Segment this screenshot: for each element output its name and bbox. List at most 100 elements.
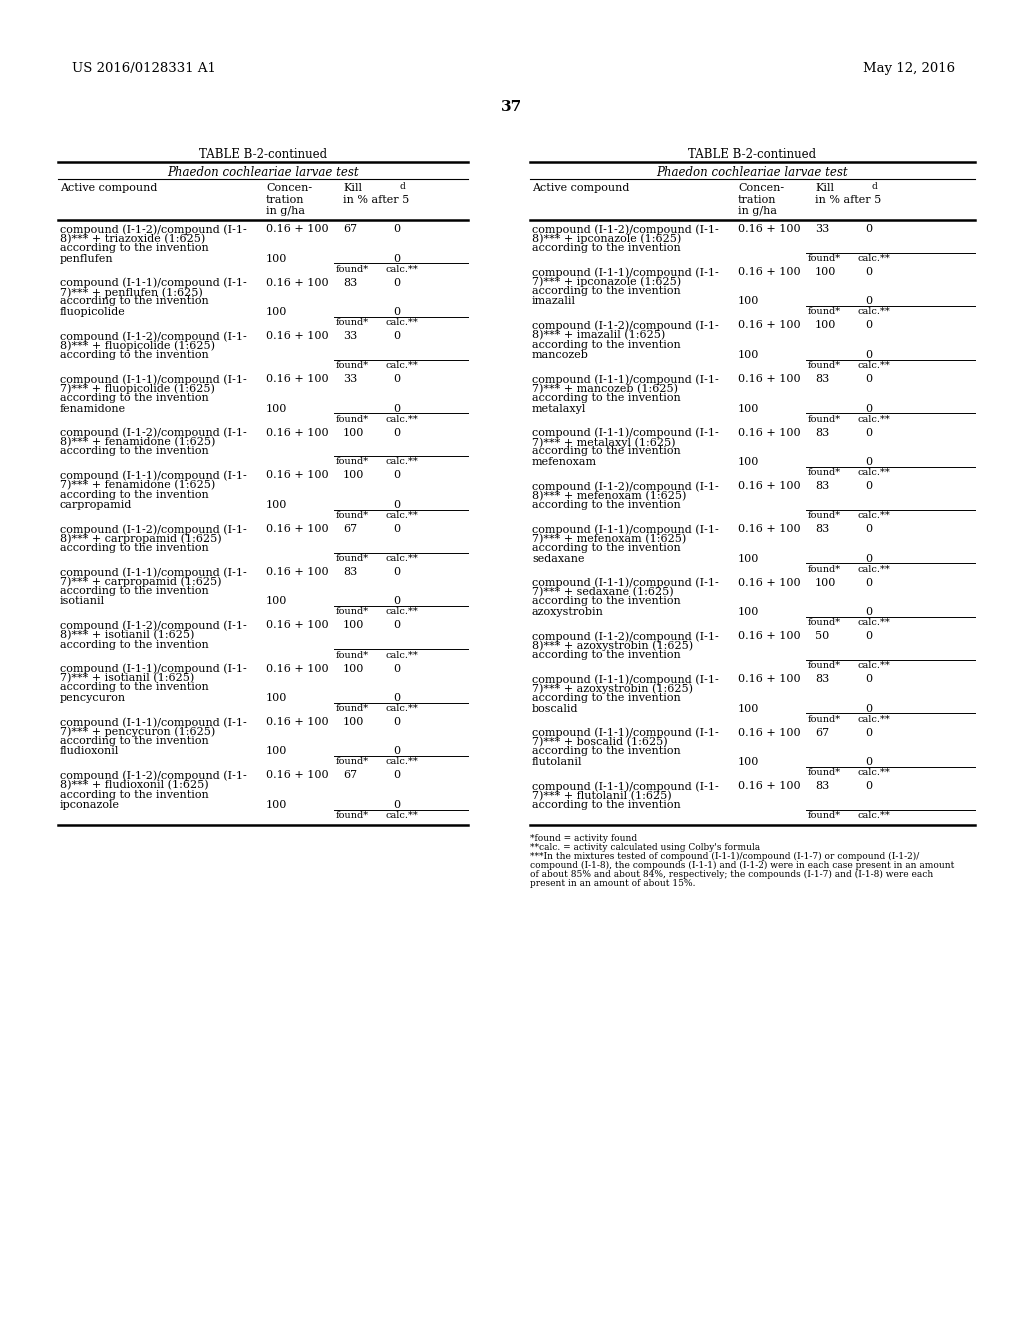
- Text: found*: found*: [336, 651, 369, 660]
- Text: 100: 100: [266, 747, 288, 756]
- Text: found*: found*: [808, 565, 841, 573]
- Text: 0: 0: [393, 224, 400, 234]
- Text: 0.16 + 100: 0.16 + 100: [738, 578, 801, 587]
- Text: found*: found*: [336, 318, 369, 327]
- Text: 0.16 + 100: 0.16 + 100: [266, 524, 329, 535]
- Text: 0: 0: [865, 297, 872, 306]
- Text: 7)*** + fluopicolide (1:625): 7)*** + fluopicolide (1:625): [60, 384, 215, 395]
- Text: 100: 100: [266, 693, 288, 704]
- Text: 100: 100: [266, 800, 288, 810]
- Text: 100: 100: [738, 457, 760, 467]
- Text: calc.**: calc.**: [386, 607, 419, 616]
- Text: found*: found*: [336, 758, 369, 767]
- Text: 33: 33: [343, 374, 357, 384]
- Text: 0: 0: [393, 597, 400, 606]
- Text: Kill
in % after 5: Kill in % after 5: [343, 183, 410, 205]
- Text: 8)*** + ipconazole (1:625): 8)*** + ipconazole (1:625): [532, 234, 681, 244]
- Text: 0: 0: [393, 470, 400, 480]
- Text: compound (I-1-2)/compound (I-1-: compound (I-1-2)/compound (I-1-: [60, 524, 247, 535]
- Text: 0: 0: [865, 727, 872, 738]
- Text: according to the invention: according to the invention: [532, 597, 681, 606]
- Text: calc.**: calc.**: [858, 253, 891, 263]
- Text: calc.**: calc.**: [386, 414, 419, 424]
- Text: 0: 0: [865, 374, 872, 384]
- Text: flutolanil: flutolanil: [532, 756, 583, 767]
- Text: 0.16 + 100: 0.16 + 100: [738, 267, 801, 277]
- Text: 0: 0: [393, 747, 400, 756]
- Text: found*: found*: [808, 253, 841, 263]
- Text: calc.**: calc.**: [858, 618, 891, 627]
- Text: May 12, 2016: May 12, 2016: [863, 62, 955, 75]
- Text: 0: 0: [865, 578, 872, 587]
- Text: 0.16 + 100: 0.16 + 100: [738, 480, 801, 491]
- Text: boscalid: boscalid: [532, 704, 579, 714]
- Text: calc.**: calc.**: [386, 458, 419, 466]
- Text: 0.16 + 100: 0.16 + 100: [266, 717, 329, 727]
- Text: 0.16 + 100: 0.16 + 100: [738, 781, 801, 791]
- Text: 50: 50: [815, 631, 829, 642]
- Text: fludioxonil: fludioxonil: [60, 747, 120, 756]
- Text: 7)*** + pencycuron (1:625): 7)*** + pencycuron (1:625): [60, 726, 215, 737]
- Text: found*: found*: [808, 810, 841, 820]
- Text: calc.**: calc.**: [386, 758, 419, 767]
- Text: 8)*** + azoxystrobin (1:625): 8)*** + azoxystrobin (1:625): [532, 640, 693, 651]
- Text: calc.**: calc.**: [386, 810, 419, 820]
- Text: calc.**: calc.**: [386, 704, 419, 713]
- Text: compound (I-1-1)/compound (I-1-: compound (I-1-1)/compound (I-1-: [532, 428, 719, 438]
- Text: according to the invention: according to the invention: [532, 543, 681, 553]
- Text: 37: 37: [502, 100, 522, 114]
- Text: 100: 100: [738, 297, 760, 306]
- Text: compound (I-1-1)/compound (I-1-: compound (I-1-1)/compound (I-1-: [532, 578, 719, 589]
- Text: 0.16 + 100: 0.16 + 100: [266, 224, 329, 234]
- Text: 8)*** + mefenoxam (1:625): 8)*** + mefenoxam (1:625): [532, 491, 686, 500]
- Text: sedaxane: sedaxane: [532, 553, 585, 564]
- Text: mefenoxam: mefenoxam: [532, 457, 597, 467]
- Text: 0.16 + 100: 0.16 + 100: [266, 568, 329, 577]
- Text: 83: 83: [815, 480, 829, 491]
- Text: 0.16 + 100: 0.16 + 100: [266, 771, 329, 780]
- Text: 7)*** + carpropamid (1:625): 7)*** + carpropamid (1:625): [60, 577, 221, 587]
- Text: 0.16 + 100: 0.16 + 100: [738, 374, 801, 384]
- Text: 8)*** + imazalil (1:625): 8)*** + imazalil (1:625): [532, 330, 666, 341]
- Text: compound (I-1-2)/compound (I-1-: compound (I-1-2)/compound (I-1-: [60, 224, 247, 235]
- Text: 0: 0: [393, 620, 400, 631]
- Text: calc.**: calc.**: [386, 264, 419, 273]
- Text: according to the invention: according to the invention: [532, 693, 681, 704]
- Text: ***In the mixtures tested of compound (I-1-1)/compound (I-1-7) or compound (I-1-: ***In the mixtures tested of compound (I…: [530, 851, 920, 861]
- Text: found*: found*: [808, 768, 841, 777]
- Text: 100: 100: [815, 267, 837, 277]
- Text: calc.**: calc.**: [858, 661, 891, 671]
- Text: azoxystrobin: azoxystrobin: [532, 607, 604, 616]
- Text: according to the invention: according to the invention: [532, 500, 681, 510]
- Text: 0.16 + 100: 0.16 + 100: [266, 428, 329, 437]
- Text: 8)*** + isotianil (1:625): 8)*** + isotianil (1:625): [60, 630, 195, 640]
- Text: according to the invention: according to the invention: [60, 586, 209, 597]
- Text: 0.16 + 100: 0.16 + 100: [266, 331, 329, 341]
- Text: 0.16 + 100: 0.16 + 100: [266, 277, 329, 288]
- Text: compound (I-1-1)/compound (I-1-: compound (I-1-1)/compound (I-1-: [532, 267, 719, 277]
- Text: 83: 83: [815, 374, 829, 384]
- Text: 0: 0: [393, 404, 400, 413]
- Text: according to the invention: according to the invention: [532, 339, 681, 350]
- Text: pencycuron: pencycuron: [60, 693, 126, 704]
- Text: compound (I-1-2)/compound (I-1-: compound (I-1-2)/compound (I-1-: [60, 331, 247, 342]
- Text: 100: 100: [738, 756, 760, 767]
- Text: calc.**: calc.**: [858, 511, 891, 520]
- Text: 100: 100: [266, 253, 288, 264]
- Text: according to the invention: according to the invention: [60, 639, 209, 649]
- Text: 33: 33: [815, 224, 829, 234]
- Text: 0: 0: [865, 267, 872, 277]
- Text: compound (I-1-1)/compound (I-1-: compound (I-1-1)/compound (I-1-: [532, 781, 719, 792]
- Text: 67: 67: [343, 524, 357, 535]
- Text: compound (I-1-1)/compound (I-1-: compound (I-1-1)/compound (I-1-: [60, 470, 247, 480]
- Text: 0: 0: [865, 457, 872, 467]
- Text: compound (I-1-1)/compound (I-1-: compound (I-1-1)/compound (I-1-: [60, 664, 247, 675]
- Text: 7)*** + boscalid (1:625): 7)*** + boscalid (1:625): [532, 737, 668, 747]
- Text: Active compound: Active compound: [532, 183, 630, 193]
- Text: according to the invention: according to the invention: [60, 682, 209, 693]
- Text: 7)*** + mefenoxam (1:625): 7)*** + mefenoxam (1:625): [532, 533, 686, 544]
- Text: ipconazole: ipconazole: [60, 800, 120, 810]
- Text: 83: 83: [343, 568, 357, 577]
- Text: 83: 83: [815, 781, 829, 791]
- Text: 0.16 + 100: 0.16 + 100: [266, 470, 329, 480]
